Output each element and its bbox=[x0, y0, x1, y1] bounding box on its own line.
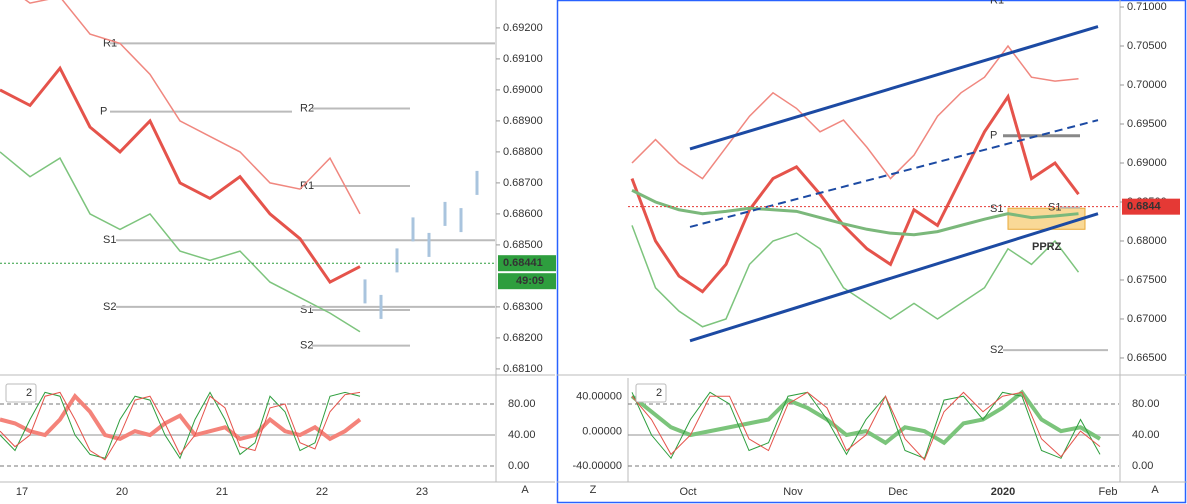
y-tick-label: 0.71000 bbox=[1127, 1, 1167, 13]
osc-y2-tick-label: 40.00000 bbox=[576, 391, 622, 403]
pivot-label: S2 bbox=[990, 344, 1003, 356]
countdown-box bbox=[498, 273, 556, 290]
osc-legend-label: 2 bbox=[26, 387, 32, 399]
last-price-box bbox=[498, 255, 556, 272]
trend-line bbox=[689, 212, 1099, 343]
price-line bbox=[631, 188, 1079, 237]
pivot-label: P bbox=[990, 130, 997, 142]
y-tick-label: 0.69500 bbox=[1127, 118, 1167, 130]
osc-legend-box bbox=[635, 383, 667, 403]
projection-bar bbox=[459, 208, 463, 233]
last-price-box bbox=[1122, 198, 1180, 215]
last-price-label: 0.68441 bbox=[503, 257, 543, 269]
corner-label: Z bbox=[590, 484, 597, 496]
y-tick-label: 0.69200 bbox=[503, 22, 543, 34]
projection-bar bbox=[411, 217, 415, 242]
osc-line bbox=[631, 391, 1101, 461]
pivot-label: P bbox=[100, 106, 107, 118]
pivot-label: S2 bbox=[300, 340, 313, 352]
y-tick-label: 0.68600 bbox=[503, 208, 543, 220]
y-tick-label: 0.70000 bbox=[1127, 79, 1167, 91]
x-tick-label: 23 bbox=[416, 486, 428, 498]
projection-bar bbox=[475, 170, 479, 195]
y-tick-label: 0.69000 bbox=[1127, 157, 1167, 169]
x-tick-label: Oct bbox=[679, 486, 696, 498]
pivot-label: S1 bbox=[990, 203, 1003, 215]
selected-panel-border bbox=[556, 0, 1187, 504]
x-tick-label: Feb bbox=[1099, 486, 1118, 498]
osc-tick-label: 0.00 bbox=[508, 460, 529, 472]
corner-label: A bbox=[521, 484, 529, 496]
pivot-label: R1 bbox=[103, 37, 117, 49]
pivot-label: R2 bbox=[300, 102, 314, 114]
corner-label: A bbox=[1151, 484, 1159, 496]
y-tick-label: 0.68800 bbox=[503, 146, 543, 158]
y-tick-label: 0.69000 bbox=[503, 84, 543, 96]
x-tick-label: 22 bbox=[316, 486, 328, 498]
osc-line bbox=[0, 391, 361, 460]
y-tick-label: 0.70500 bbox=[1127, 40, 1167, 52]
y-tick-label: 0.68500 bbox=[503, 239, 543, 251]
osc-legend-label: 2 bbox=[656, 387, 662, 399]
projection-bar bbox=[427, 232, 431, 257]
price-line bbox=[631, 225, 1080, 328]
osc-tick-label: 40.00 bbox=[1132, 429, 1160, 441]
y-tick-label: 0.68100 bbox=[503, 363, 543, 375]
price-line bbox=[0, 151, 361, 333]
x-tick-label: 20 bbox=[116, 486, 128, 498]
annotation: PPRZ bbox=[1032, 241, 1062, 253]
x-tick-label: 17 bbox=[16, 486, 28, 498]
osc-tick-label: 40.00 bbox=[508, 429, 536, 441]
price-line bbox=[630, 93, 1080, 294]
projection-bar bbox=[363, 279, 367, 304]
y-tick-label: 0.68000 bbox=[1127, 235, 1167, 247]
x-tick-label: Nov bbox=[783, 486, 803, 498]
osc-tick-label: 0.00 bbox=[1132, 460, 1153, 472]
pivot-label: R1 bbox=[990, 0, 1004, 7]
y-tick-label: 0.67000 bbox=[1127, 313, 1167, 325]
osc-y2-tick-label: 0.00000 bbox=[582, 425, 622, 437]
x-tick-label: 2020 bbox=[991, 486, 1015, 498]
price-line bbox=[0, 65, 361, 285]
trend-line bbox=[689, 25, 1099, 151]
y-tick-label: 0.68700 bbox=[503, 177, 543, 189]
osc-legend-box bbox=[5, 383, 37, 403]
price-line bbox=[24, 0, 361, 215]
y-tick-label: 0.66500 bbox=[1127, 352, 1167, 364]
price-line bbox=[631, 44, 1079, 180]
pivot-label: S2 bbox=[103, 301, 116, 313]
osc-tick-label: 80.00 bbox=[1132, 398, 1160, 410]
trend-line bbox=[689, 119, 1099, 228]
pivot-label: S1 bbox=[1048, 201, 1061, 213]
pivot-label: R1 bbox=[300, 180, 314, 192]
y-tick-label: 0.67500 bbox=[1127, 274, 1167, 286]
projection-bar bbox=[379, 294, 383, 319]
x-tick-label: 21 bbox=[216, 486, 228, 498]
pivot-label: S1 bbox=[300, 304, 313, 316]
osc-line bbox=[0, 393, 362, 442]
projection-bar bbox=[443, 201, 447, 226]
y-tick-label: 0.68200 bbox=[503, 332, 543, 344]
highlight-zone bbox=[1007, 207, 1086, 230]
osc-y2-tick-label: -40.00000 bbox=[572, 460, 622, 472]
osc-line bbox=[631, 391, 1101, 460]
osc-tick-label: 80.00 bbox=[508, 398, 536, 410]
pivot-label: S1 bbox=[103, 234, 116, 246]
last-price-label: 0.6844 bbox=[1127, 201, 1162, 213]
osc-line bbox=[0, 391, 361, 461]
projection-bar bbox=[395, 248, 399, 273]
y-tick-label: 0.68900 bbox=[503, 115, 543, 127]
countdown-label: 49:09 bbox=[516, 275, 544, 287]
y-tick-label: 0.69100 bbox=[503, 53, 543, 65]
y-tick-label: 0.68300 bbox=[503, 301, 543, 313]
x-tick-label: Dec bbox=[888, 486, 908, 498]
